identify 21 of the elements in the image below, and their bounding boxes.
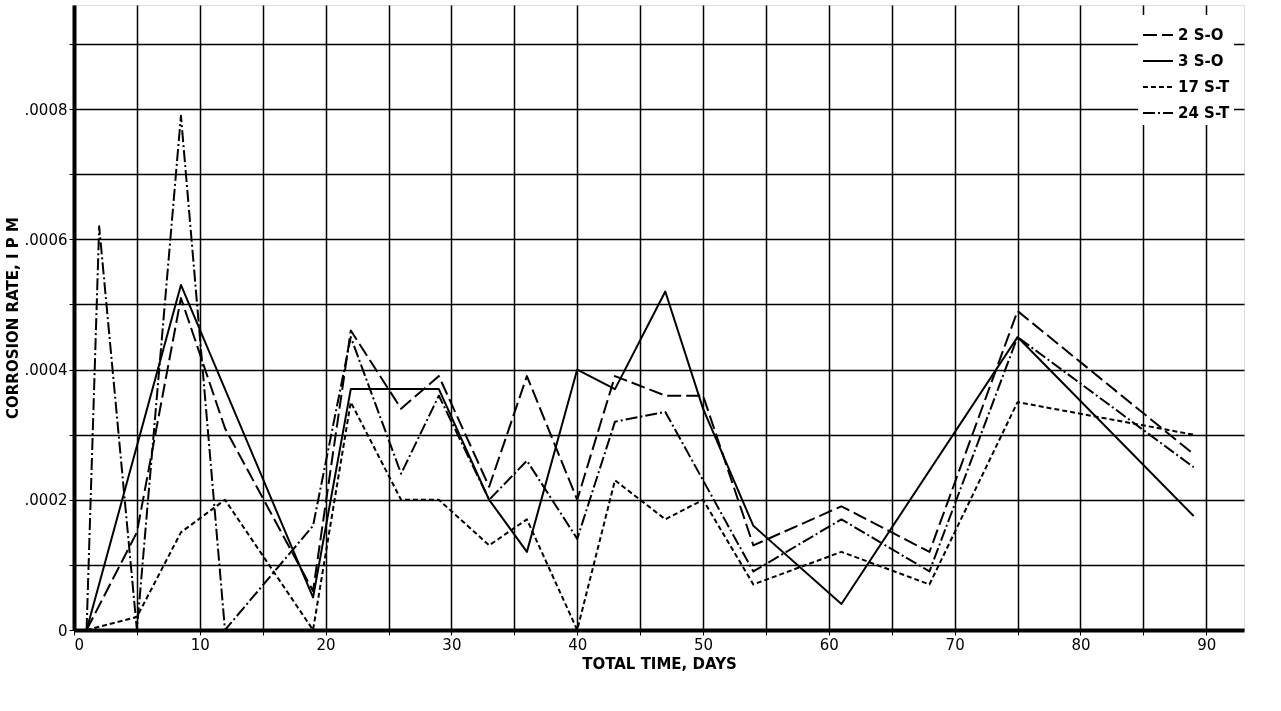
y-tick-label: 0 — [57, 621, 68, 640]
x-tick-label: 80 — [1071, 635, 1091, 654]
x-axis-title: TOTAL TIME, DAYS — [582, 654, 737, 673]
y-tick-label: .0004 — [24, 361, 68, 380]
x-tick-label: 30 — [442, 635, 462, 654]
x-tick-label: 40 — [568, 635, 588, 654]
legend-label: 2 S-O — [1178, 26, 1224, 44]
y-axis-title: CORROSION RATE, I P M — [3, 217, 22, 419]
legend-label: 3 S-O — [1178, 52, 1224, 70]
y-tick-label: .0008 — [24, 100, 68, 119]
x-tick-label: 90 — [1197, 635, 1217, 654]
x-tick-label: 50 — [693, 635, 714, 654]
y-tick-label: .0006 — [24, 230, 68, 249]
legend-label: 24 S-T — [1178, 104, 1230, 122]
x-tick-label: 0 — [74, 635, 85, 654]
x-tick-label: 60 — [819, 635, 839, 654]
x-tick-label: 70 — [945, 635, 965, 654]
y-tick-label: .0002 — [24, 491, 68, 510]
legend-label: 17 S-T — [1178, 78, 1230, 96]
x-tick-label: 10 — [190, 635, 210, 654]
x-tick-label: 20 — [316, 635, 336, 654]
